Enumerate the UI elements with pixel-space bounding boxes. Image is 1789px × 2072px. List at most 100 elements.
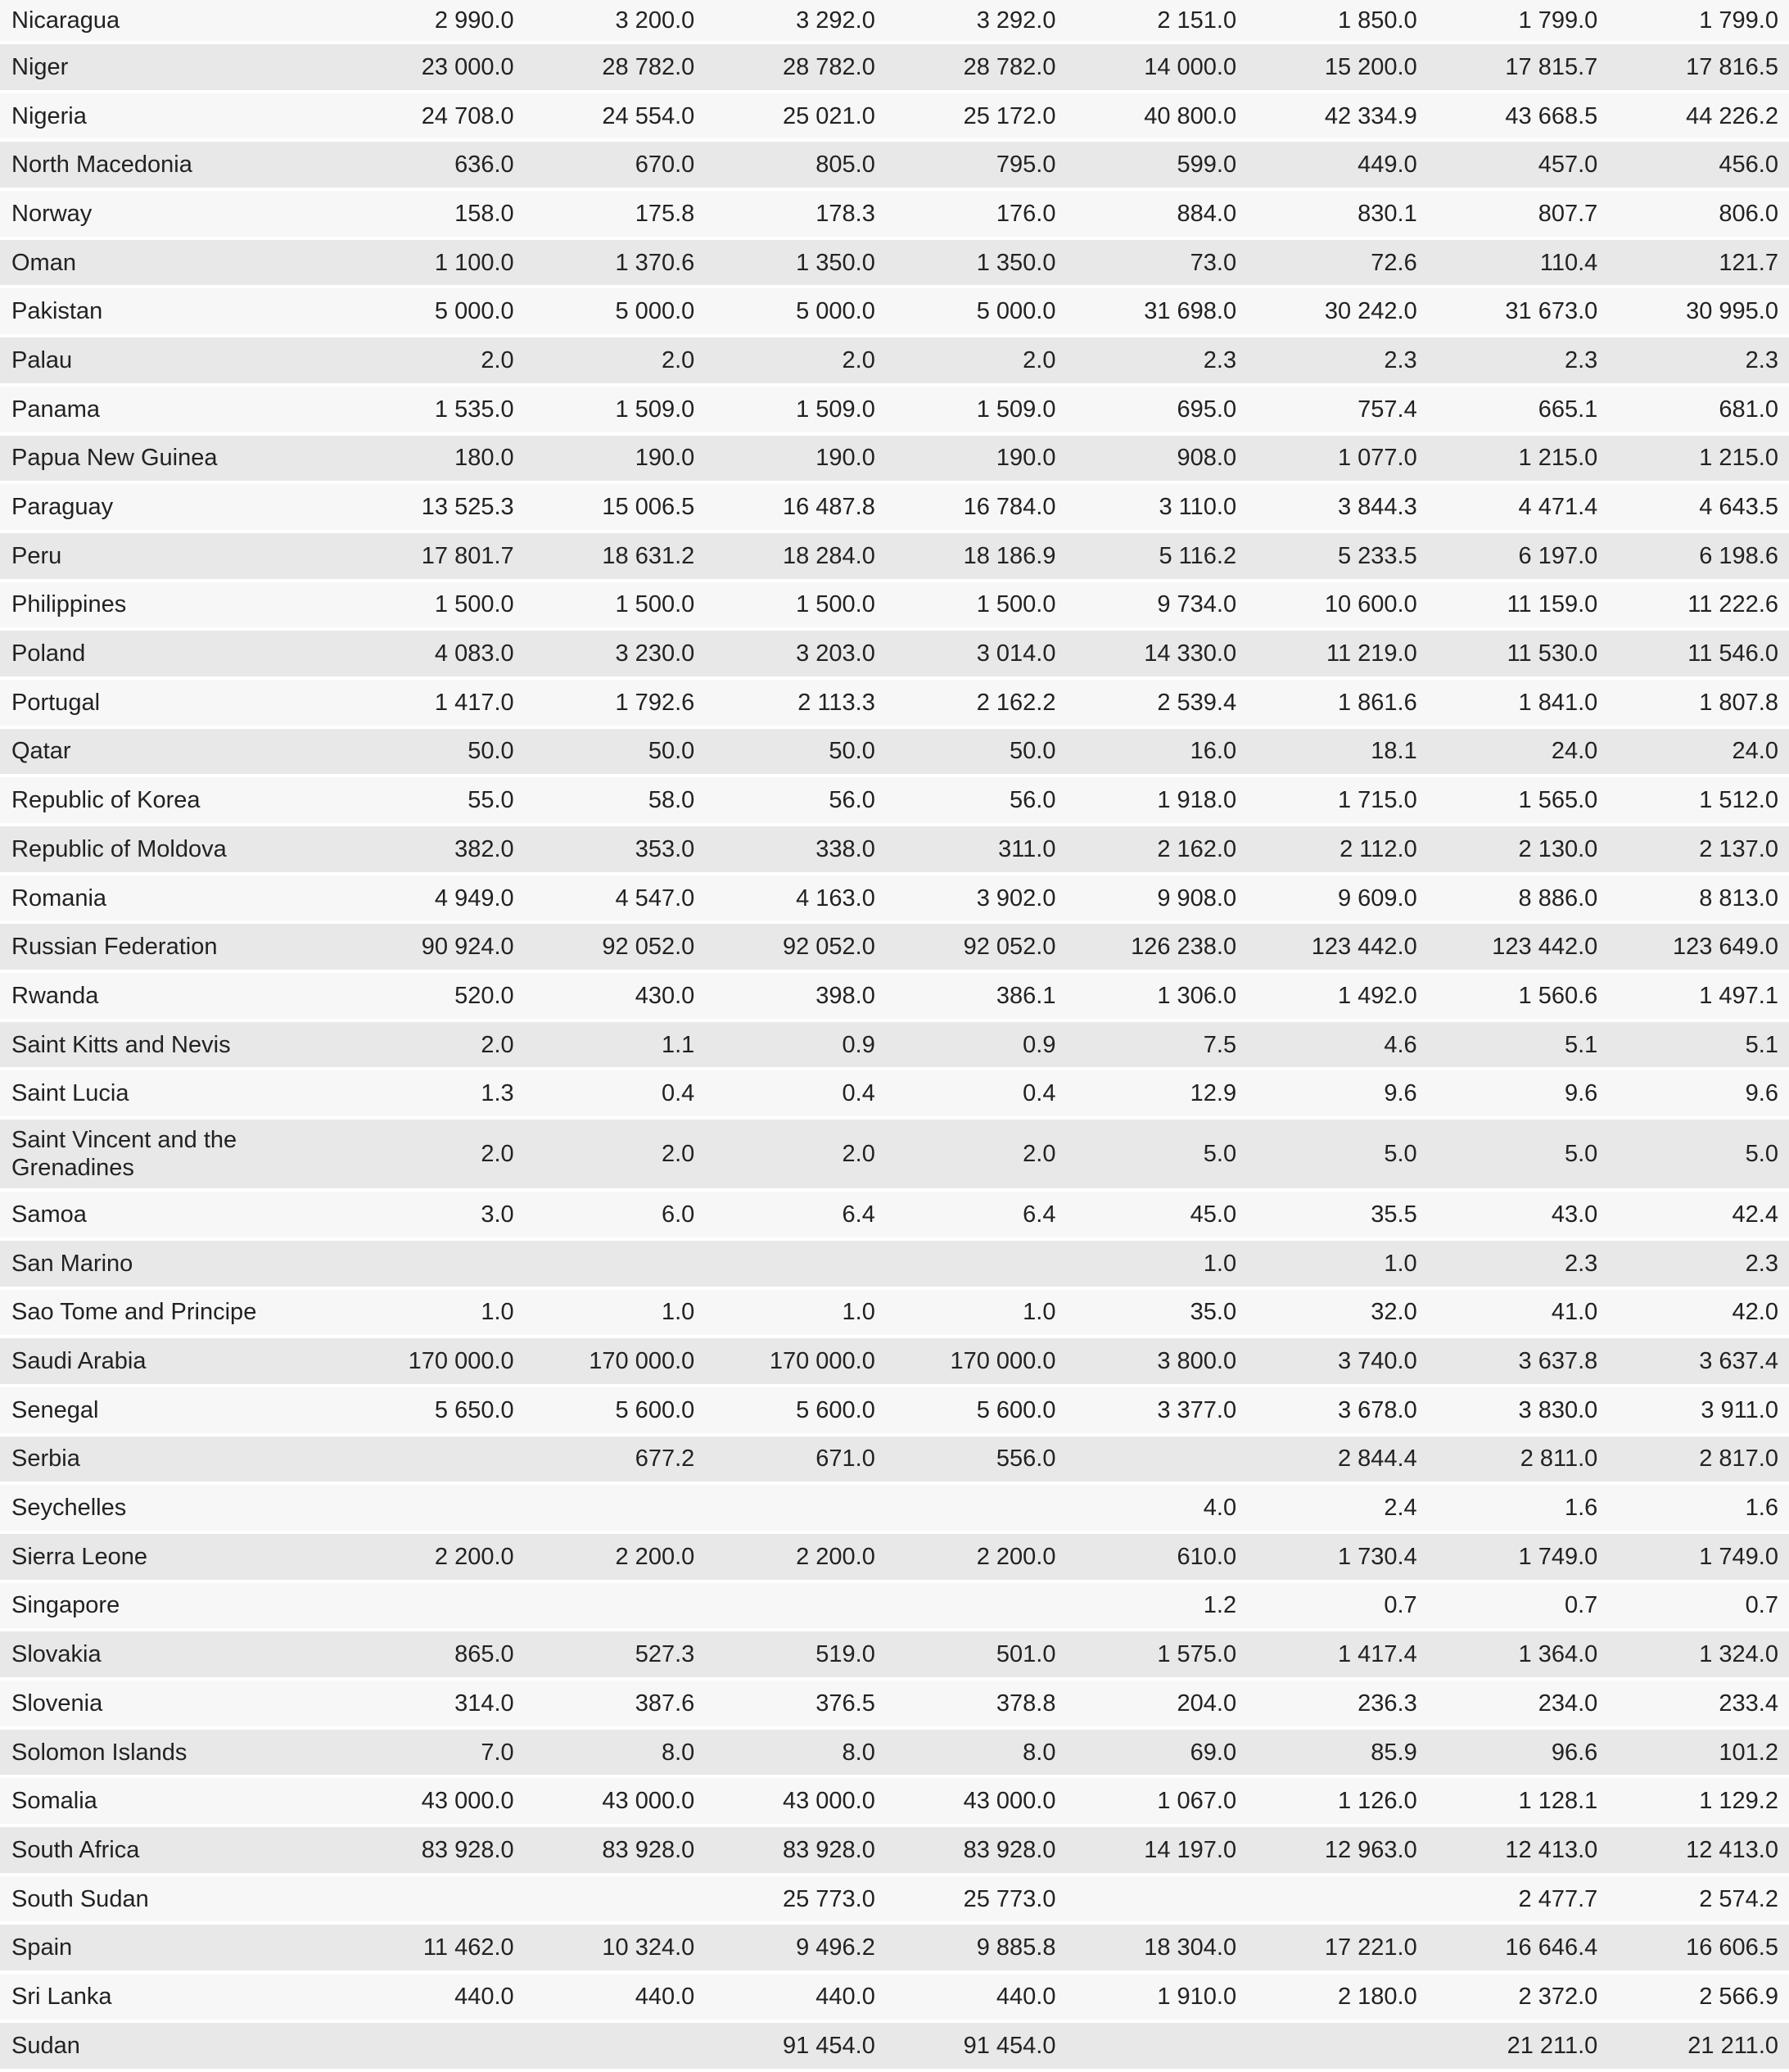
table-row: Serbia 677.2 671.0 556.0 2 844.4 2 811.0 2 817… (0, 1436, 1789, 1486)
value-cell: 4.6 (1247, 1021, 1428, 1071)
country-cell: Romania (0, 875, 345, 925)
table-row: Portugal 1 417.0 1 792.6 2 113.3 2 162.2 2 53… (0, 679, 1789, 729)
country-cell: Poland (0, 631, 345, 680)
value-cell: 2 811.0 (1427, 1436, 1609, 1486)
country-cell: Samoa (0, 1192, 345, 1241)
table-row: Qatar 50.0 50.0 50.0 50.0 16.0 18.1 24.0 24.0 (0, 728, 1789, 778)
value-cell: 123 442.0 (1247, 924, 1428, 974)
table-row: Republic of Korea 55.0 58.0 56.0 56.0 1 918.0… (0, 777, 1789, 826)
value-cell: 35.5 (1247, 1192, 1428, 1241)
value-cell: 2.0 (885, 337, 1067, 387)
value-cell: 15 200.0 (1247, 44, 1428, 93)
country-cell: Sao Tome and Principe (0, 1289, 345, 1339)
value-cell (885, 1240, 1067, 1290)
value-cell: 610.0 (1066, 1533, 1248, 1583)
value-cell: 25 773.0 (885, 1875, 1067, 1925)
value-cell: 2.3 (1608, 1240, 1789, 1290)
value-cell: 5.1 (1608, 1021, 1789, 1071)
value-cell: 180.0 (344, 435, 525, 485)
value-cell: 440.0 (885, 1974, 1067, 2023)
country-cell: Panama (0, 386, 345, 436)
table-row: Nigeria 24 708.0 24 554.0 25 021.0 25 172.0 4… (0, 93, 1789, 143)
country-cell: North Macedonia (0, 142, 345, 192)
value-cell: 2 817.0 (1608, 1436, 1789, 1486)
value-cell: 170 000.0 (885, 1338, 1067, 1387)
value-cell: 14 000.0 (1066, 44, 1248, 93)
value-cell: 3 637.4 (1608, 1338, 1789, 1387)
value-cell: 1 324.0 (1608, 1631, 1789, 1681)
value-cell: 101.2 (1608, 1729, 1789, 1779)
value-cell (705, 1485, 886, 1534)
value-cell: 5 000.0 (885, 288, 1067, 338)
value-cell: 1.0 (1247, 1240, 1428, 1290)
value-cell: 0.7 (1427, 1582, 1609, 1632)
value-cell: 1.6 (1427, 1485, 1609, 1534)
value-cell: 1 364.0 (1427, 1631, 1609, 1681)
value-cell: 2 200.0 (885, 1533, 1067, 1583)
value-cell: 3 800.0 (1066, 1338, 1248, 1387)
value-cell: 378.8 (885, 1681, 1067, 1730)
value-cell: 6.4 (705, 1192, 886, 1241)
value-cell: 1 350.0 (705, 239, 886, 289)
country-cell: Sierra Leone (0, 1533, 345, 1583)
value-cell: 3 110.0 (1066, 484, 1248, 533)
value-cell: 233.4 (1608, 1681, 1789, 1730)
country-cell: Slovakia (0, 1631, 345, 1681)
table-row: Sao Tome and Principe 1.0 1.0 1.0 1.0 35.0 32.… (0, 1289, 1789, 1339)
value-cell: 5 233.5 (1247, 532, 1428, 582)
value-cell: 8.0 (885, 1729, 1067, 1779)
country-cell: Saint Kitts and Nevis (0, 1021, 345, 1071)
value-cell: 72.6 (1247, 239, 1428, 289)
table-row: South Africa 83 928.0 83 928.0 83 928.0 83 9… (0, 1827, 1789, 1876)
value-cell: 35.0 (1066, 1289, 1248, 1339)
value-cell: 1 067.0 (1066, 1778, 1248, 1828)
value-cell: 83 928.0 (344, 1827, 525, 1876)
value-cell: 1 841.0 (1427, 679, 1609, 729)
value-cell: 31 698.0 (1066, 288, 1248, 338)
value-cell: 43 000.0 (344, 1778, 525, 1828)
value-cell: 556.0 (885, 1436, 1067, 1486)
value-cell: 382.0 (344, 826, 525, 875)
value-cell: 11 159.0 (1427, 581, 1609, 631)
value-cell: 311.0 (885, 826, 1067, 875)
value-cell: 170 000.0 (344, 1338, 525, 1387)
value-cell: 1 215.0 (1427, 435, 1609, 485)
value-cell: 18.1 (1247, 728, 1428, 778)
value-cell: 91 454.0 (885, 2022, 1067, 2072)
value-cell: 671.0 (705, 1436, 886, 1486)
value-cell (1247, 2022, 1428, 2072)
value-cell: 42.4 (1608, 1192, 1789, 1241)
value-cell: 3 637.8 (1427, 1338, 1609, 1387)
value-cell: 50.0 (524, 728, 706, 778)
value-cell: 1 417.4 (1247, 1631, 1428, 1681)
value-cell: 3 377.0 (1066, 1387, 1248, 1436)
table-row: Saudi Arabia 170 000.0 170 000.0 170 000.0 1… (0, 1338, 1789, 1387)
value-cell: 10 324.0 (524, 1925, 706, 1975)
value-cell: 170 000.0 (524, 1338, 706, 1387)
value-cell: 28 782.0 (524, 44, 706, 93)
table-row: Norway 158.0 175.8 178.3 176.0 884.0 830.1 807.… (0, 191, 1789, 240)
country-cell: Qatar (0, 728, 345, 778)
value-cell: 178.3 (705, 191, 886, 240)
value-cell: 6 198.6 (1608, 532, 1789, 582)
value-cell: 24 708.0 (344, 93, 525, 143)
value-cell: 1 749.0 (1608, 1533, 1789, 1583)
value-cell: 376.5 (705, 1681, 886, 1730)
value-cell: 3 844.3 (1247, 484, 1428, 533)
value-cell: 14 197.0 (1066, 1827, 1248, 1876)
value-cell: 1 565.0 (1427, 777, 1609, 826)
value-cell: 30 242.0 (1247, 288, 1428, 338)
country-cell: Palau (0, 337, 345, 387)
value-cell (885, 1485, 1067, 1534)
value-cell: 7.0 (344, 1729, 525, 1779)
value-cell: 28 782.0 (885, 44, 1067, 93)
country-cell: Saint Lucia (0, 1070, 345, 1120)
value-cell (344, 2022, 525, 2072)
value-cell: 92 052.0 (885, 924, 1067, 974)
value-cell: 5 650.0 (344, 1387, 525, 1436)
value-cell: 0.9 (705, 1021, 886, 1071)
value-cell: 3 902.0 (885, 875, 1067, 925)
value-cell: 1 500.0 (705, 581, 886, 631)
value-cell: 43.0 (1427, 1192, 1609, 1241)
